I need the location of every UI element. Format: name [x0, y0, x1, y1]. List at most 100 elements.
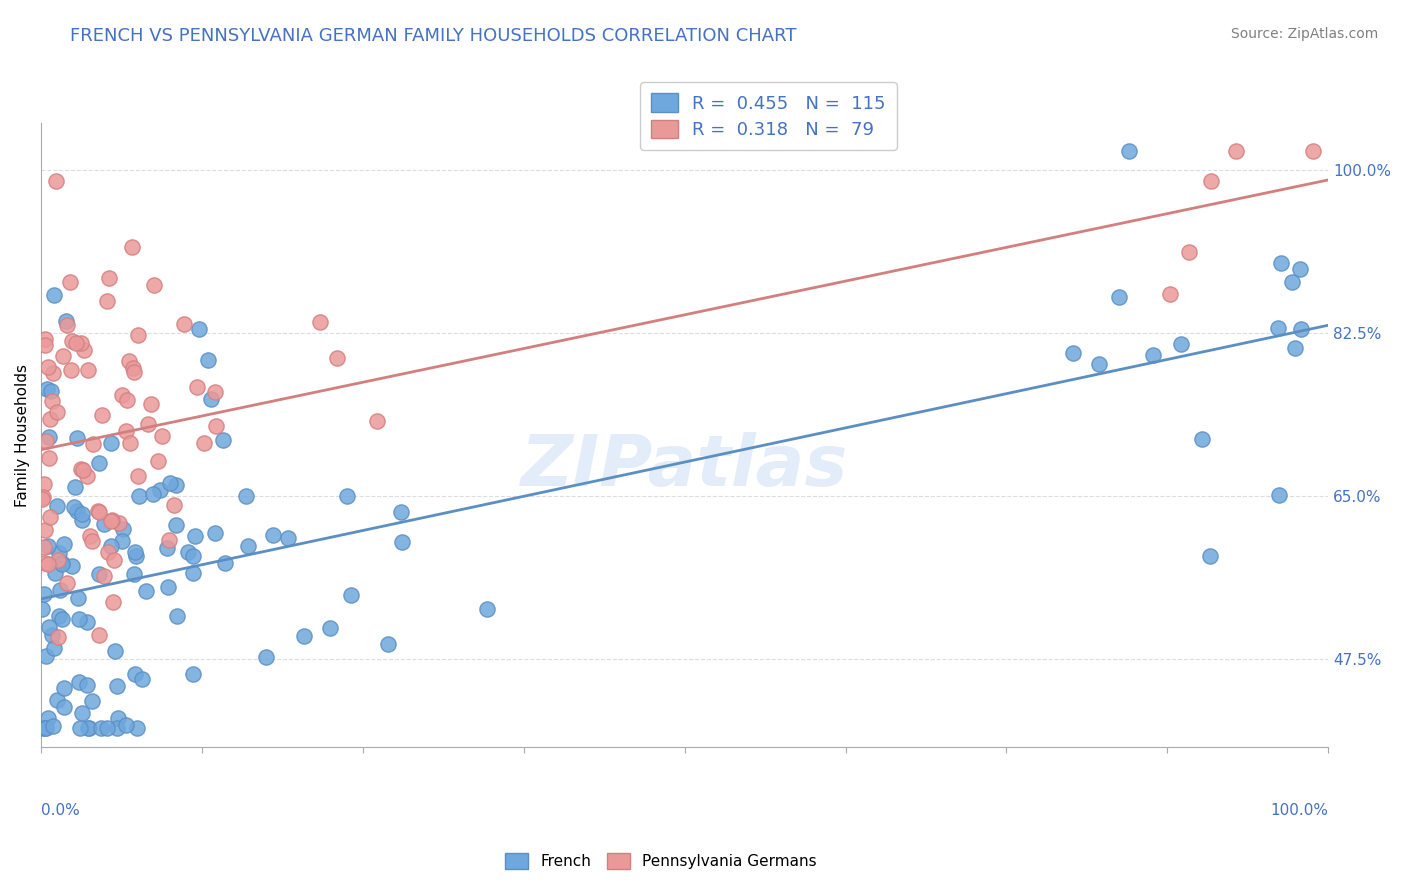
Pennsylvania Germans [139, 397, 162, 411]
French [111, 533, 134, 548]
French [39, 384, 62, 398]
French [135, 584, 157, 599]
Pennsylvania Germans [115, 424, 138, 438]
Pennsylvania Germans [127, 469, 149, 483]
Text: 0.0%: 0.0% [41, 803, 80, 818]
Pennsylvania Germans [193, 436, 215, 450]
French [181, 566, 204, 581]
French [38, 620, 60, 634]
Pennsylvania Germans [37, 359, 59, 374]
French [124, 545, 146, 559]
Pennsylvania Germans [121, 361, 143, 376]
Pennsylvania Germans [72, 343, 94, 357]
French [128, 489, 150, 503]
French [52, 537, 75, 551]
Pennsylvania Germans [39, 509, 62, 524]
French [124, 667, 146, 681]
Pennsylvania Germans [118, 353, 141, 368]
Pennsylvania Germans [58, 275, 80, 289]
Pennsylvania Germans [65, 335, 87, 350]
Pennsylvania Germans [76, 469, 98, 483]
French [42, 287, 65, 301]
Pennsylvania Germans [138, 417, 160, 431]
French [131, 673, 153, 687]
French [48, 608, 70, 623]
French [1198, 549, 1220, 564]
Pennsylvania Germans [87, 505, 110, 519]
French [183, 667, 205, 681]
French [104, 644, 127, 658]
Pennsylvania Germans [146, 454, 169, 468]
Pennsylvania Germans [46, 630, 69, 644]
Text: Source: ZipAtlas.com: Source: ZipAtlas.com [1230, 27, 1378, 41]
Pennsylvania Germans [32, 540, 55, 554]
Pennsylvania Germans [118, 435, 141, 450]
Pennsylvania Germans [100, 513, 122, 527]
French [87, 566, 110, 581]
French [37, 382, 59, 396]
Pennsylvania Germans [1225, 145, 1247, 159]
Pennsylvania Germans [31, 491, 53, 506]
French [67, 674, 90, 689]
French [93, 517, 115, 532]
French [277, 531, 299, 545]
Pennsylvania Germans [143, 277, 166, 292]
French [389, 505, 412, 519]
French [44, 566, 66, 580]
French [42, 719, 65, 733]
French [31, 602, 53, 616]
Pennsylvania Germans [86, 503, 108, 517]
Pennsylvania Germans [150, 428, 173, 442]
French [89, 456, 111, 470]
French [70, 513, 93, 527]
French [37, 711, 59, 725]
French [238, 539, 260, 553]
Pennsylvania Germans [34, 476, 56, 491]
French [156, 581, 179, 595]
French [211, 434, 233, 448]
French [340, 588, 363, 602]
French [34, 722, 56, 736]
French [100, 539, 122, 553]
Pennsylvania Germans [34, 332, 56, 346]
Pennsylvania Germans [157, 533, 180, 548]
French [100, 435, 122, 450]
Pennsylvania Germans [70, 336, 93, 351]
Pennsylvania Germans [100, 514, 122, 528]
French [159, 476, 181, 491]
French [1267, 488, 1289, 502]
Pennsylvania Germans [82, 437, 104, 451]
Pennsylvania Germans [91, 408, 114, 422]
Pennsylvania Germans [38, 451, 60, 466]
French [105, 680, 128, 694]
Pennsylvania Germans [96, 294, 118, 309]
French [90, 721, 112, 735]
Pennsylvania Germans [326, 351, 349, 366]
Pennsylvania Germans [162, 498, 184, 512]
French [60, 559, 83, 574]
French [204, 526, 226, 541]
Pennsylvania Germans [205, 419, 228, 434]
French [1170, 336, 1192, 351]
French [107, 711, 129, 725]
French [165, 478, 187, 492]
French [45, 499, 67, 513]
French [1284, 341, 1306, 355]
French [1142, 348, 1164, 362]
Pennsylvania Germans [111, 388, 134, 402]
French [48, 545, 70, 559]
French [1281, 275, 1303, 289]
French [52, 681, 75, 695]
French [38, 430, 60, 444]
Pennsylvania Germans [69, 461, 91, 475]
French [142, 487, 165, 501]
Pennsylvania Germans [34, 337, 56, 351]
Text: ZIPatlas: ZIPatlas [522, 432, 848, 500]
French [262, 528, 284, 542]
French [235, 489, 257, 503]
French [125, 549, 148, 563]
French [111, 522, 134, 536]
French [44, 641, 66, 656]
French [96, 722, 118, 736]
French [35, 722, 58, 736]
